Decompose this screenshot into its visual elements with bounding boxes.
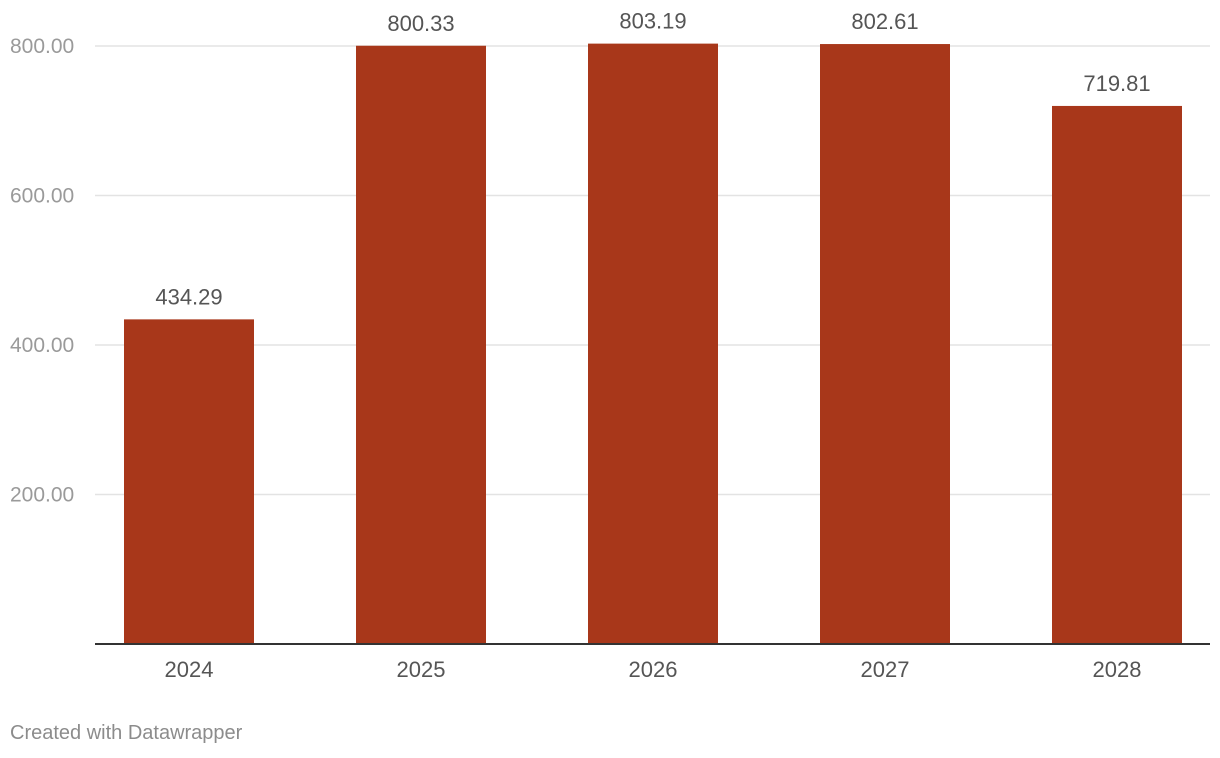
bar-2027 (820, 44, 950, 645)
x-axis-tick-labels: 2024 2025 2026 2027 2028 (165, 657, 1142, 682)
bar-value-label: 800.33 (387, 11, 454, 36)
bar-value-labels: 434.29 800.33 803.19 802.61 719.81 (155, 9, 1150, 310)
bar-value-label: 802.61 (851, 9, 918, 34)
x-tick-label: 2024 (165, 657, 214, 682)
x-tick-label: 2026 (629, 657, 678, 682)
bar-chart: 200.00 400.00 600.00 800.00 434.29 800.33 803… (10, 9, 1210, 682)
bar-2024 (124, 319, 254, 644)
x-tick-label: 2028 (1093, 657, 1142, 682)
x-tick-label: 2027 (861, 657, 910, 682)
bar-2026 (588, 43, 718, 644)
bars (124, 43, 1182, 645)
bar-value-label: 803.19 (619, 9, 686, 34)
x-tick-label: 2025 (397, 657, 446, 682)
bar-2025 (356, 45, 486, 645)
y-tick-label: 800.00 (10, 35, 74, 58)
y-axis-tick-labels: 200.00 400.00 600.00 800.00 (10, 35, 74, 507)
datawrapper-credit: Created with Datawrapper (10, 722, 243, 744)
bar-2028 (1052, 105, 1182, 645)
bar-value-label: 434.29 (155, 284, 222, 309)
y-tick-label: 200.00 (10, 484, 74, 507)
y-tick-label: 400.00 (10, 334, 74, 357)
y-tick-label: 600.00 (10, 185, 74, 208)
bar-value-label: 719.81 (1083, 71, 1150, 96)
